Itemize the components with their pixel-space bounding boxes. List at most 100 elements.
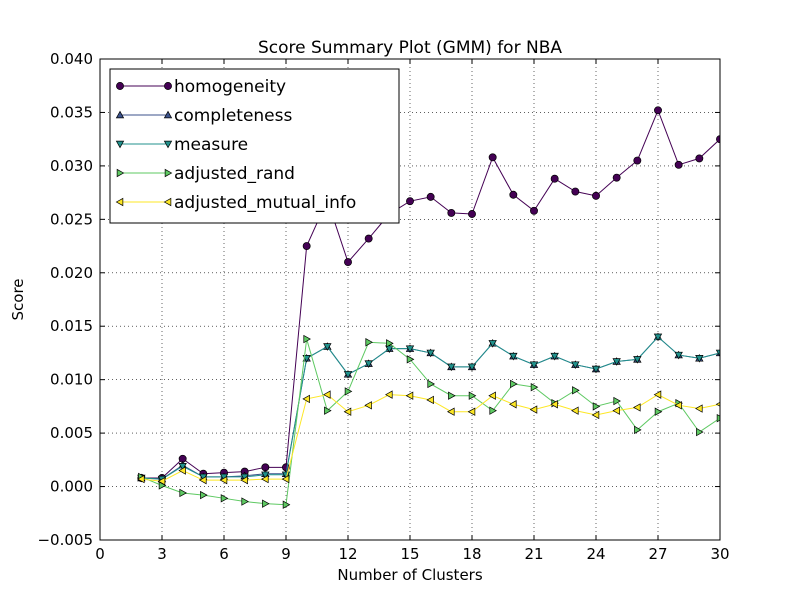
data-point-homogeneity (447, 208, 456, 217)
data-point-measure (695, 355, 704, 363)
data-point-adjusted_mutual_info (426, 395, 434, 405)
data-point-adjusted_mutual_info (467, 407, 476, 416)
data-point-adjusted_mutual_info (240, 475, 248, 485)
data-point-adjusted_rand (303, 334, 311, 344)
data-point-adjusted_mutual_info (364, 401, 372, 410)
data-point-measure (633, 356, 642, 364)
x-tick-label: 21 (524, 545, 543, 563)
data-point-measure (343, 371, 353, 379)
data-point-measure (323, 343, 332, 351)
data-point-adjusted_rand (696, 427, 704, 437)
data-point-adjusted_rand (530, 382, 539, 392)
series-measure (137, 333, 720, 484)
data-point-adjusted_rand (613, 396, 621, 406)
data-point-adjusted_rand (220, 494, 229, 503)
data-point-adjusted_rand (262, 499, 270, 508)
legend-marker-homogeneity (164, 82, 172, 90)
series-layer (137, 106, 720, 509)
data-point-adjusted_rand (468, 391, 477, 400)
y-tick-label: 0.025 (50, 210, 93, 228)
data-point-adjusted_rand (241, 497, 249, 506)
data-point-homogeneity (509, 190, 518, 199)
data-point-adjusted_rand (427, 379, 435, 389)
data-point-adjusted_mutual_info (633, 403, 641, 412)
data-point-adjusted_mutual_info (509, 400, 517, 409)
legend-marker-adjusted_mutual_info (115, 197, 124, 207)
data-point-measure (715, 349, 720, 358)
y-tick-label: 0.035 (50, 103, 93, 121)
data-point-measure (447, 363, 456, 372)
data-point-adjusted_mutual_info (591, 410, 600, 420)
data-point-homogeneity (674, 160, 683, 169)
data-point-adjusted_mutual_info (261, 474, 269, 484)
data-point-adjusted_rand (365, 338, 373, 347)
data-point-adjusted_mutual_info (199, 475, 207, 485)
data-point-measure (385, 345, 394, 353)
legend-label-completeness: completeness (174, 106, 292, 126)
data-point-adjusted_mutual_info (653, 390, 662, 399)
data-point-homogeneity (530, 206, 538, 215)
data-point-adjusted_mutual_info (447, 407, 455, 416)
data-point-homogeneity (716, 135, 720, 144)
data-point-adjusted_rand (344, 387, 353, 396)
data-point-homogeneity (612, 173, 621, 182)
data-point-adjusted_mutual_info (178, 466, 186, 475)
data-point-adjusted_mutual_info (674, 401, 682, 410)
data-point-homogeneity (344, 258, 352, 267)
data-point-adjusted_rand (386, 339, 394, 348)
data-point-homogeneity (654, 106, 662, 115)
data-point-adjusted_rand (200, 490, 208, 500)
data-point-homogeneity (592, 191, 600, 200)
data-point-adjusted_rand (654, 407, 663, 416)
legend-marker-completeness (115, 110, 125, 119)
y-tick-label: 0.000 (50, 478, 93, 496)
chart-title: Score Summary Plot (GMM) for NBA (258, 38, 562, 58)
data-point-homogeneity (302, 242, 311, 251)
data-point-homogeneity (488, 153, 497, 162)
data-point-homogeneity (364, 234, 373, 243)
data-point-homogeneity (633, 156, 642, 165)
data-point-homogeneity (468, 210, 476, 218)
data-point-adjusted_mutual_info (219, 475, 228, 485)
y-tick-label: −0.005 (37, 531, 93, 549)
data-point-measure (178, 463, 187, 471)
legend-label-adjusted_rand: adjusted_rand (174, 164, 295, 184)
x-tick-label: 15 (400, 545, 419, 563)
data-point-measure (405, 345, 415, 353)
legend-label-measure: measure (174, 135, 248, 155)
data-point-measure (426, 349, 435, 358)
data-point-adjusted_mutual_info (302, 394, 310, 404)
x-tick-label: 12 (338, 545, 357, 563)
series-adjusted_mutual_info (137, 390, 720, 486)
series-adjusted_rand (138, 334, 720, 509)
x-tick-label: 27 (648, 545, 667, 563)
x-axis-label: Number of Clusters (337, 566, 482, 584)
legend-marker-measure (115, 140, 125, 149)
x-tick-label: 6 (219, 545, 229, 563)
data-point-adjusted_rand (179, 488, 187, 498)
y-axis-label: Score (9, 278, 27, 320)
legend-marker-adjusted_rand (164, 168, 173, 178)
legend-label-homogeneity: homogeneity (174, 77, 286, 97)
data-point-measure (612, 358, 621, 366)
legend: homogeneity completeness measure adjusted_r… (109, 68, 400, 224)
x-tick-label: 3 (157, 545, 167, 563)
data-point-measure (591, 365, 601, 374)
y-tick-label: 0.015 (50, 317, 93, 335)
data-point-adjusted_rand (634, 425, 642, 435)
data-point-measure (550, 352, 559, 361)
data-point-measure (364, 360, 373, 368)
data-point-adjusted_mutual_info (529, 405, 538, 414)
data-point-adjusted_rand (592, 402, 601, 411)
y-tick-label: 0.040 (50, 50, 93, 68)
y-tick-label: 0.005 (50, 424, 93, 442)
legend-marker-homogeneity (116, 82, 124, 90)
data-point-adjusted_rand (282, 500, 291, 509)
legend-marker-adjusted_rand (116, 168, 125, 178)
y-tick-label: 0.030 (50, 157, 93, 175)
data-point-adjusted_mutual_info (571, 406, 579, 415)
data-point-adjusted_rand (510, 379, 518, 389)
data-point-adjusted_mutual_info (323, 390, 331, 399)
